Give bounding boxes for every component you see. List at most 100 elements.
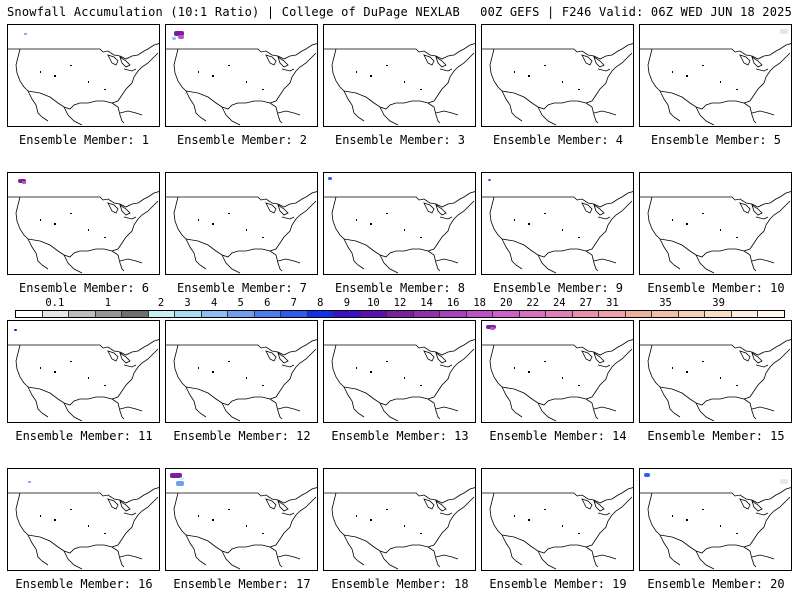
- colorbar-label: 35: [659, 297, 672, 309]
- snowfall-shading: [180, 477, 184, 480]
- colorbar-swatch: [201, 311, 229, 317]
- ensemble-map-panel: [7, 24, 160, 127]
- ensemble-map-panel: [7, 172, 160, 275]
- run-valid-time: 00Z GEFS | F246 Valid: 06Z WED JUN 18 20…: [480, 5, 792, 19]
- colorbar-swatch: [122, 311, 149, 317]
- ensemble-member-label: Ensemble Member: 8: [334, 281, 466, 295]
- colorbar-swatch: [440, 311, 467, 317]
- ensemble-map-panel: [165, 468, 318, 571]
- colorbar-label: 39: [712, 297, 725, 309]
- colorbar-label: 5: [237, 297, 244, 309]
- ensemble-map-panel: [165, 24, 318, 127]
- ensemble-map-panel: [7, 320, 160, 423]
- ensemble-map-panel: [639, 172, 792, 275]
- colorbar-label: 3: [184, 297, 191, 309]
- colorbar-labels: 0.1 1 2 3 4 5 6 7 8 9 10 12 14 16 18 20 22 24 27 31 35 39: [15, 297, 785, 309]
- colorbar-swatch: [758, 311, 784, 317]
- ensemble-map-panel: [481, 468, 634, 571]
- ensemble-member-label: Ensemble Member: 6: [18, 281, 150, 295]
- colorbar-swatch: [466, 311, 494, 317]
- colorbar-label: 31: [606, 297, 619, 309]
- snowfall-shading: [780, 29, 788, 34]
- colorbar-label: 10: [367, 297, 380, 309]
- ensemble-member-label: Ensemble Member: 3: [334, 133, 466, 147]
- ensemble-map-panel: [323, 24, 476, 127]
- colorbar-swatch: [625, 311, 653, 317]
- colorbar-swatch: [519, 311, 547, 317]
- colorbar-swatch: [705, 311, 732, 317]
- colorbar-swatch: [16, 311, 43, 317]
- snowfall-shading: [28, 481, 31, 483]
- colorbar-label: 6: [264, 297, 271, 309]
- snowfall-shading: [22, 181, 26, 184]
- ensemble-map-panel: [323, 468, 476, 571]
- colorbar-swatch: [493, 311, 520, 317]
- ensemble-member-label: Ensemble Member: 5: [650, 133, 782, 147]
- colorbar-swatch: [228, 311, 255, 317]
- colorbar-swatch: [387, 311, 414, 317]
- colorbar-swatch: [254, 311, 282, 317]
- ensemble-member-label: Ensemble Member: 20: [647, 577, 785, 591]
- colorbar-swatch: [42, 311, 70, 317]
- ensemble-member-label: Ensemble Member: 11: [15, 429, 153, 443]
- snowfall-shading: [172, 37, 176, 40]
- snowfall-shading: [328, 177, 332, 180]
- colorbar-label: 27: [579, 297, 593, 309]
- ensemble-member-label: Ensemble Member: 14: [489, 429, 627, 443]
- ensemble-map-panel: [323, 320, 476, 423]
- colorbar-label: 0.1: [45, 297, 65, 309]
- ensemble-member-label: Ensemble Member: 17: [173, 577, 311, 591]
- colorbar-swatch: [148, 311, 176, 317]
- snowfall-shading: [644, 473, 650, 477]
- ensemble-member-label: Ensemble Member: 16: [15, 577, 153, 591]
- colorbar-label: 22: [526, 297, 540, 309]
- colorbar-label: 20: [499, 297, 513, 309]
- snowfall-shading: [178, 35, 184, 39]
- ensemble-member-label: Ensemble Member: 7: [176, 281, 308, 295]
- ensemble-map-panel: [639, 24, 792, 127]
- ensemble-map-panel: [639, 320, 792, 423]
- colorbar-label: 9: [343, 297, 351, 309]
- colorbar-swatch: [599, 311, 626, 317]
- colorbar-swatch: [281, 311, 308, 317]
- colorbar: [15, 310, 785, 318]
- colorbar-swatch: [546, 311, 573, 317]
- colorbar-swatch: [307, 311, 335, 317]
- ensemble-member-label: Ensemble Member: 4: [492, 133, 624, 147]
- ensemble-member-label: Ensemble Member: 10: [647, 281, 785, 295]
- colorbar-label: 18: [473, 297, 486, 309]
- colorbar-swatch: [572, 311, 600, 317]
- ensemble-map-panel: [7, 468, 160, 571]
- colorbar-label: 24: [552, 297, 566, 309]
- ensemble-member-label: Ensemble Member: 1: [18, 133, 150, 147]
- snowfall-shading: [780, 479, 788, 484]
- ensemble-member-label: Ensemble Member: 19: [489, 577, 627, 591]
- ensemble-member-label: Ensemble Member: 9: [492, 281, 624, 295]
- snowfall-shading: [24, 33, 27, 35]
- colorbar-label: 4: [210, 297, 218, 309]
- snowfall-shading: [176, 481, 184, 486]
- colorbar-label: 1: [104, 297, 112, 309]
- snowfall-shading: [174, 31, 184, 36]
- ensemble-map-panel: [639, 468, 792, 571]
- ensemble-map-panel: [165, 320, 318, 423]
- colorbar-swatch: [652, 311, 679, 317]
- colorbar-label: 8: [317, 297, 324, 309]
- snowfall-shading: [488, 179, 491, 181]
- snowfall-shading: [490, 327, 495, 330]
- snowfall-shading: [14, 329, 17, 331]
- colorbar-label: 7: [290, 297, 297, 309]
- ensemble-member-label: Ensemble Member: 2: [176, 133, 308, 147]
- header: Snowfall Accumulation (10:1 Ratio) | Col…: [0, 0, 800, 22]
- ensemble-map-panel: [481, 320, 634, 423]
- colorbar-swatch: [731, 311, 759, 317]
- ensemble-member-label: Ensemble Member: 15: [647, 429, 785, 443]
- colorbar-label: 12: [393, 297, 407, 309]
- chart-title: Snowfall Accumulation (10:1 Ratio) | Col…: [7, 5, 460, 19]
- ensemble-member-label: Ensemble Member: 18: [331, 577, 469, 591]
- colorbar-label: 2: [157, 297, 165, 309]
- ensemble-map-panel: [481, 24, 634, 127]
- ensemble-map-panel: [323, 172, 476, 275]
- colorbar-swatch: [360, 311, 388, 317]
- colorbar-swatch: [175, 311, 202, 317]
